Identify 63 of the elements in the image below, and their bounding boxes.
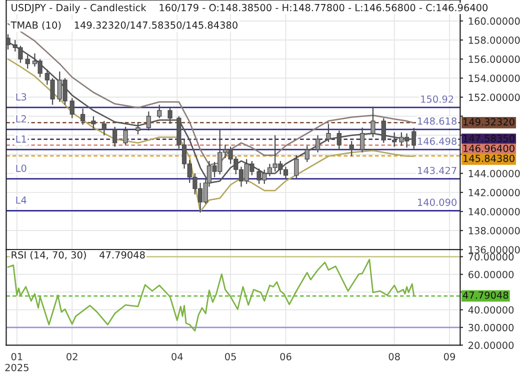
candlestick: [70, 98, 74, 119]
candlestick: [349, 140, 354, 157]
candlestick: [336, 130, 342, 150]
candlestick: [136, 121, 140, 135]
ref-line-label: L4: [16, 196, 26, 204]
x-tick-label: 05: [225, 352, 236, 360]
candlestick: [102, 120, 106, 136]
x-tick-label: 09: [444, 352, 456, 360]
candlestick: [168, 107, 172, 124]
candlestick: [370, 106, 376, 138]
x-tick-label: 04: [172, 352, 183, 360]
candlestick: [112, 126, 118, 148]
candlestick: [146, 110, 151, 132]
annotation: 148.618: [418, 117, 456, 125]
ref-line-label: L0: [16, 164, 26, 172]
ref-line-label: 149.32320: [464, 118, 514, 126]
y-tick-label: 154.00000: [468, 74, 520, 82]
candlestick: [157, 104, 162, 119]
annotation: 150.92: [421, 95, 454, 103]
x-tick-label: 06: [280, 352, 292, 360]
candlestick: [326, 123, 331, 143]
y-tick-label: 136.00000: [468, 246, 520, 254]
line-series: [7, 258, 415, 332]
candlestick: [294, 154, 299, 179]
ref-line-label: L2: [16, 115, 26, 122]
y-tick-label: 70.00000: [468, 253, 514, 261]
y-tick-label: 160.00000: [468, 17, 520, 25]
x-tick-label: 02: [66, 352, 78, 360]
y-tick-label: 20.00000: [468, 342, 514, 349]
chart-title: USDJPY - Daily - Candlestick 160/179 - O:148.38500 - H:148.77800 - L:146.56800 - C:146.96400: [12, 4, 488, 14]
ref-line-label: 145.84380: [464, 154, 514, 162]
y-tick-label: 144.00000: [468, 170, 520, 178]
y-tick-label: 142.00000: [468, 188, 520, 196]
y-tick-label: 40.00000: [468, 306, 514, 314]
candlestick: [25, 54, 30, 70]
line-series: [7, 58, 415, 212]
candlestick: [381, 118, 386, 144]
candlestick: [304, 145, 310, 163]
annotation: 140.090: [418, 198, 457, 206]
y-tick-label: 30.00000: [468, 324, 514, 332]
y-tick-label: 60.00000: [468, 270, 514, 278]
candlestick: [123, 126, 128, 146]
ref-line-label: L3: [16, 93, 26, 101]
candlestick: [360, 127, 365, 153]
y-tick-label: 152.00000: [468, 94, 520, 102]
y-tick-label: 156.00000: [468, 56, 520, 63]
y-tick-label: 138.00000: [468, 227, 520, 234]
candlestick: [392, 132, 397, 148]
candlestick: [91, 116, 96, 130]
x-tick-label: 08: [388, 352, 400, 360]
ref-line-label: 146.96400: [464, 144, 514, 152]
x-tick-label: 01 2025: [5, 352, 28, 372]
candlestick: [80, 108, 86, 126]
ref-line-label: L1: [16, 135, 26, 143]
annotation: 146.498: [418, 138, 456, 145]
y-tick-label: 158.00000: [468, 36, 520, 44]
annotation: 143.427: [418, 166, 456, 174]
text: TMAB (10) 149.32320/147.58350/145.84380: [10, 21, 238, 30]
ref-line-label: 47.79048: [462, 291, 508, 299]
chart-title: RSI (14, 70, 30) 47.79048: [12, 251, 145, 260]
candlestick: [315, 134, 320, 153]
y-tick-label: 140.00000: [468, 208, 520, 216]
ref-line-label: 147.58350: [464, 134, 514, 142]
